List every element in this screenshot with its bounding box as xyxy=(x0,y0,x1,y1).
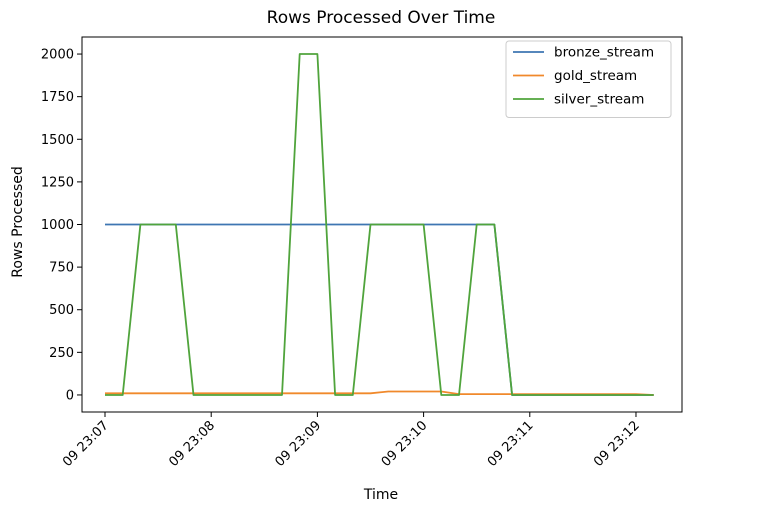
y-tick-label: 1750 xyxy=(41,90,74,105)
y-axis: 0 250 500 750 1000 1250 1500 1750 2000 xyxy=(41,48,82,403)
x-tick-label: 09 23:07 xyxy=(60,418,112,470)
series-line-silver-stream xyxy=(105,53,654,396)
x-tick-label: 09 23:12 xyxy=(591,418,643,470)
plot-area-frame xyxy=(81,36,683,413)
legend-label: silver_stream xyxy=(554,92,644,108)
series-line-bronze-stream xyxy=(105,223,654,396)
series-lines xyxy=(105,53,654,396)
legend-label: bronze_stream xyxy=(554,45,654,61)
x-tick-label: 09 23:10 xyxy=(379,418,431,470)
legend-label: gold_stream xyxy=(554,68,637,84)
y-tick-label: 1250 xyxy=(41,175,74,190)
y-tick-label: 250 xyxy=(49,346,74,361)
y-axis-label: Rows Processed xyxy=(10,166,26,277)
x-axis-label: Time xyxy=(363,487,398,503)
x-axis: 09 23:07 09 23:08 09 23:09 09 23:10 09 23:11… xyxy=(60,412,643,470)
y-tick-label: 1500 xyxy=(41,133,74,148)
y-tick-label: 1000 xyxy=(41,218,74,233)
legend: bronze_stream gold_stream silver_stream xyxy=(505,40,672,118)
chart-title: Rows Processed Over Time xyxy=(267,8,496,28)
y-tick-label: 0 xyxy=(66,388,74,403)
y-tick-label: 500 xyxy=(49,303,74,318)
x-tick-label: 09 23:08 xyxy=(166,418,218,470)
x-tick-label: 09 23:09 xyxy=(273,418,325,470)
y-tick-label: 750 xyxy=(49,261,74,276)
x-tick-label: 09 23:11 xyxy=(485,418,537,470)
legend-box xyxy=(505,40,672,118)
y-tick-label: 2000 xyxy=(41,48,74,63)
